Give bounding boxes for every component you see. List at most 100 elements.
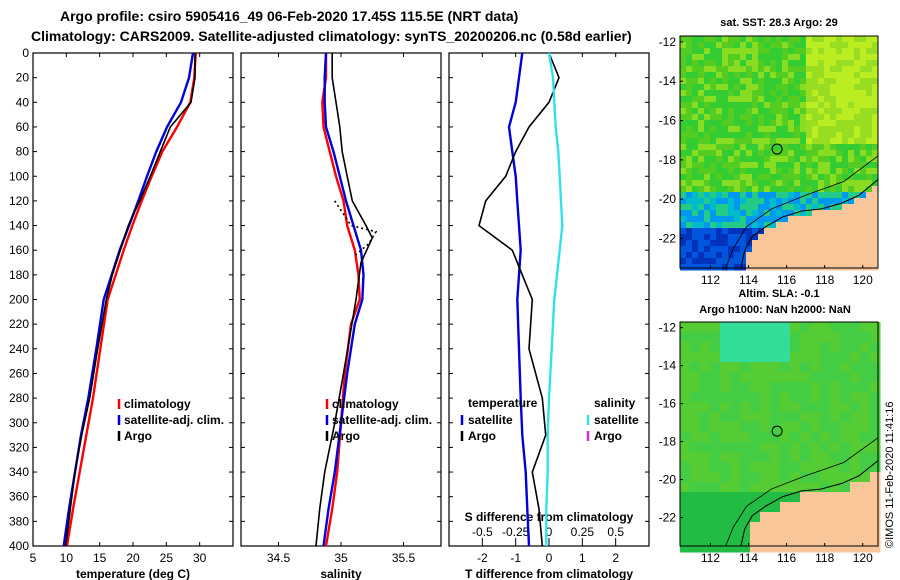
map-cell bbox=[698, 246, 705, 253]
map-cell bbox=[698, 60, 705, 67]
map-cell bbox=[860, 132, 867, 139]
map-cell bbox=[780, 362, 791, 373]
map-cell bbox=[836, 84, 843, 91]
map-cell bbox=[800, 252, 807, 259]
map-cell bbox=[800, 362, 811, 373]
depth-tick-label: 60 bbox=[16, 120, 30, 134]
map-cell bbox=[740, 210, 747, 217]
map-cell bbox=[776, 48, 783, 55]
map-cell bbox=[800, 322, 811, 333]
map-cell bbox=[836, 78, 843, 85]
map-cell bbox=[680, 222, 687, 229]
map-cell bbox=[806, 120, 813, 127]
map-cell bbox=[686, 150, 693, 157]
map-cell bbox=[716, 78, 723, 85]
map-cell bbox=[692, 210, 699, 217]
map-cell bbox=[860, 512, 871, 523]
map-cell bbox=[848, 156, 855, 163]
map-cell bbox=[842, 216, 849, 223]
map-cell bbox=[740, 36, 747, 43]
map-cell bbox=[818, 60, 825, 67]
map-cell bbox=[740, 502, 751, 513]
legend-label: climatology bbox=[124, 397, 191, 411]
map-cell bbox=[788, 210, 795, 217]
map-cell bbox=[764, 198, 771, 205]
temperature-xtick-label: 20 bbox=[126, 551, 140, 565]
difference-series-line bbox=[507, 52, 531, 547]
map-cell bbox=[848, 60, 855, 67]
map-cell bbox=[750, 322, 761, 333]
map-cell bbox=[752, 36, 759, 43]
map-cell bbox=[700, 452, 711, 463]
map-cell bbox=[680, 186, 687, 193]
map-cell bbox=[690, 382, 701, 393]
map-cell bbox=[776, 252, 783, 259]
map-cell bbox=[800, 210, 807, 217]
map-cell bbox=[818, 168, 825, 175]
map-cell bbox=[850, 372, 861, 383]
map-cell bbox=[872, 186, 879, 193]
map-cell bbox=[770, 156, 777, 163]
map-cell bbox=[692, 174, 699, 181]
map-cell bbox=[716, 96, 723, 103]
map-cell bbox=[722, 198, 729, 205]
map-cell bbox=[830, 542, 841, 553]
map-cell bbox=[750, 532, 761, 543]
map-cell bbox=[704, 60, 711, 67]
map-cell bbox=[716, 222, 723, 229]
map-cell bbox=[776, 264, 783, 271]
map-cell bbox=[710, 452, 721, 463]
map-cell bbox=[812, 234, 819, 241]
map-cell bbox=[782, 66, 789, 73]
map-cell bbox=[850, 362, 861, 373]
map-cell bbox=[830, 48, 837, 55]
map-cell bbox=[860, 36, 867, 43]
map-cell bbox=[700, 482, 711, 493]
map-cell bbox=[710, 54, 717, 61]
map-ytick-label: -14 bbox=[659, 359, 677, 373]
map-cell bbox=[686, 108, 693, 115]
map-cell bbox=[680, 422, 691, 433]
map-cell bbox=[698, 264, 705, 271]
map-cell bbox=[750, 452, 761, 463]
map-cell bbox=[758, 174, 765, 181]
map-cell bbox=[690, 442, 701, 453]
map-cell bbox=[750, 422, 761, 433]
map-cell bbox=[818, 138, 825, 145]
map-cell bbox=[770, 342, 781, 353]
map-cell bbox=[776, 60, 783, 67]
map-cell bbox=[698, 210, 705, 217]
map-cell bbox=[776, 36, 783, 43]
depth-tick-label: 360 bbox=[9, 490, 29, 504]
map-cell bbox=[692, 114, 699, 121]
map-cell bbox=[854, 144, 861, 151]
map-cell bbox=[750, 462, 761, 473]
map-cell bbox=[740, 198, 747, 205]
map-cell bbox=[800, 542, 811, 553]
map-cell bbox=[698, 66, 705, 73]
map-cell bbox=[698, 96, 705, 103]
map-cell bbox=[830, 162, 837, 169]
map-cell bbox=[740, 216, 747, 223]
map-cell bbox=[788, 162, 795, 169]
map-cell bbox=[830, 472, 841, 483]
map-cell bbox=[704, 132, 711, 139]
map-cell bbox=[770, 84, 777, 91]
map-cell bbox=[700, 372, 711, 383]
map-cell bbox=[794, 108, 801, 115]
map-cell bbox=[806, 150, 813, 157]
map-cell bbox=[842, 204, 849, 211]
map-cell bbox=[686, 258, 693, 265]
map-cell bbox=[728, 210, 735, 217]
map-cell bbox=[680, 432, 691, 443]
map-cell bbox=[730, 402, 741, 413]
map-cell bbox=[698, 192, 705, 199]
map-cell bbox=[840, 402, 851, 413]
map-cell bbox=[740, 60, 747, 67]
map-cell bbox=[810, 432, 821, 443]
map-cell bbox=[794, 252, 801, 259]
map-cell bbox=[776, 120, 783, 127]
map-cell bbox=[800, 432, 811, 443]
map-cell bbox=[848, 240, 855, 247]
map-cell bbox=[746, 72, 753, 79]
